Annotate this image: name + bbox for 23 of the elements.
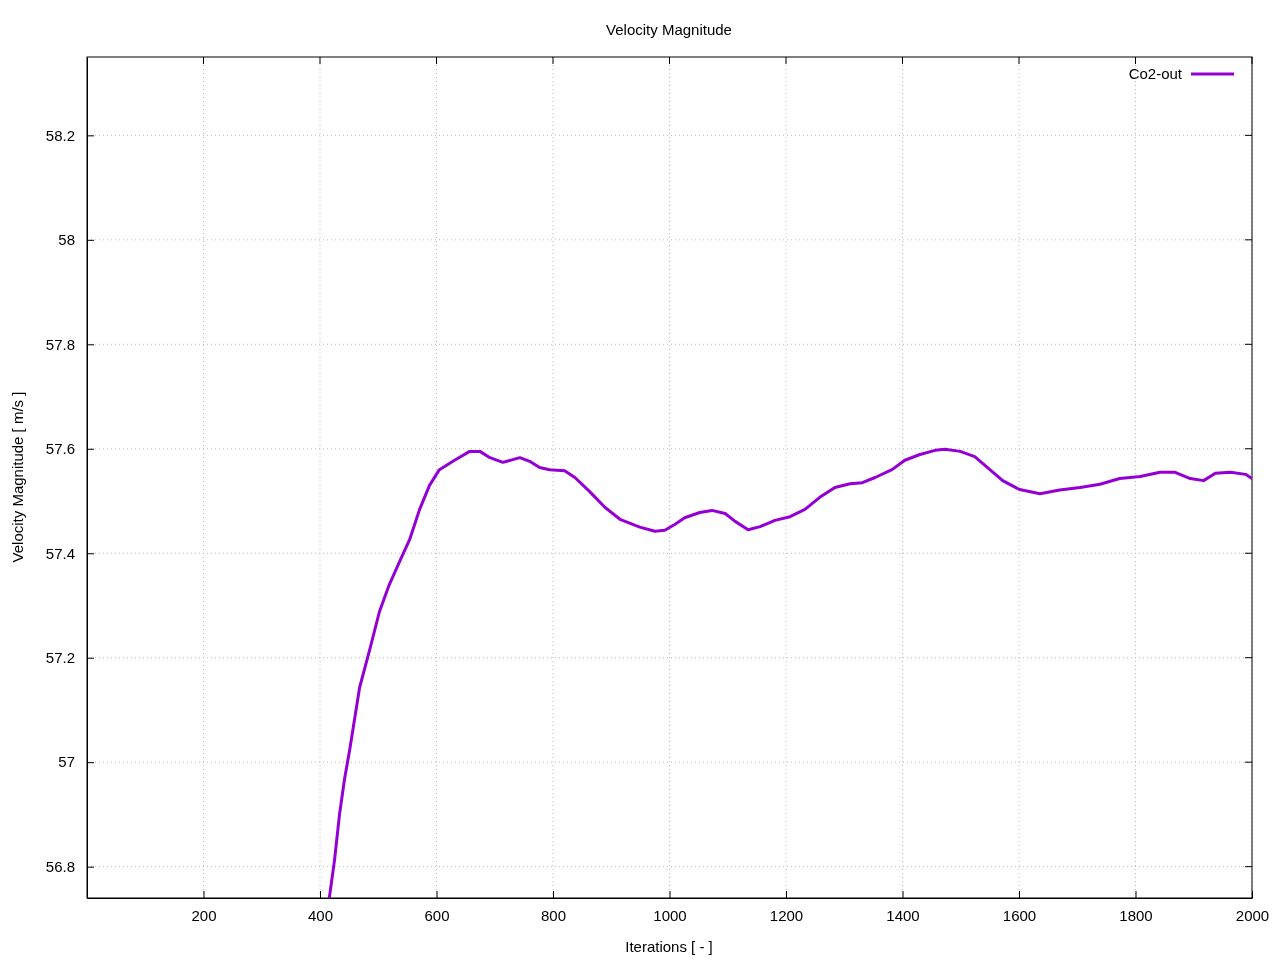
x-tick-label: 1800	[1119, 906, 1153, 924]
y-tick-label: 58.2	[45, 126, 75, 144]
y-tick-label: 57.2	[45, 649, 75, 667]
x-tick-label: 1000	[653, 906, 687, 924]
x-tick-label: 2000	[1235, 906, 1270, 924]
x-tick-label: 800	[540, 906, 567, 924]
x-tick-label: 1400	[886, 906, 920, 924]
legend-label: Co2-out	[1128, 65, 1183, 82]
x-axis-title: Iterations [ - ]	[625, 938, 713, 955]
chart-title: Velocity Magnitude	[606, 21, 732, 38]
x-tick-label: 600	[424, 906, 450, 924]
y-tick-label: 58	[58, 231, 75, 249]
y-tick-label: 57.4	[45, 544, 75, 562]
y-tick-label: 56.8	[45, 857, 75, 875]
x-tick-label: 200	[191, 906, 217, 924]
y-tick-label: 57.6	[45, 440, 75, 458]
y-axis-title: Velocity Magnitude [ m/s ]	[9, 391, 26, 563]
x-tick-label: 1600	[1002, 906, 1037, 924]
y-tick-label: 57.8	[45, 335, 75, 353]
x-tick-label: 400	[307, 906, 334, 924]
y-tick-label: 57	[58, 753, 75, 771]
x-tick-label: 1200	[769, 906, 804, 924]
line-series	[327, 447, 1252, 898]
